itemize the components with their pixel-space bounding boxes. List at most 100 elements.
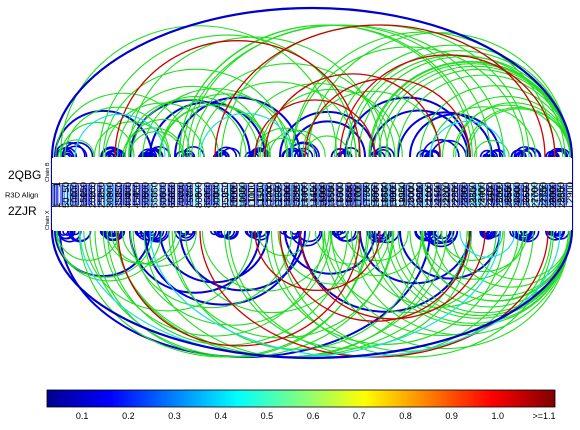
long-range-arc xyxy=(399,230,501,280)
tick-label: 150 xyxy=(79,192,90,208)
tick-label: 1350 xyxy=(291,182,302,203)
long-range-arc xyxy=(330,230,552,337)
long-range-arc xyxy=(102,230,325,337)
alignment-lines xyxy=(52,184,568,206)
helix-arc xyxy=(143,147,164,158)
long-range-arc xyxy=(191,63,389,158)
tick-label: 1200 xyxy=(264,182,275,203)
long-range-arc xyxy=(54,110,153,158)
long-range-arc xyxy=(253,127,316,158)
tick-label: 1200 xyxy=(265,187,276,208)
long-range-arc xyxy=(129,230,293,309)
tick-label: 2700 xyxy=(530,187,541,208)
tick-label: 2450 xyxy=(485,182,496,203)
top-arcs xyxy=(54,24,571,158)
long-range-arc xyxy=(299,230,471,313)
tick-label: 2800 xyxy=(548,187,559,208)
tick-label: 250 xyxy=(96,192,107,208)
tick-label: 1900 xyxy=(389,187,400,208)
tick-label: 2750 xyxy=(538,182,549,203)
tick-label: 650 xyxy=(167,182,178,198)
tick-label: 850 xyxy=(203,192,214,208)
long-range-arc xyxy=(74,113,166,158)
tick-label: 1600 xyxy=(336,187,347,208)
long-range-arc xyxy=(89,230,393,358)
tick-label: 1700 xyxy=(353,187,364,208)
tick-label: 2000 xyxy=(406,187,417,208)
tick-label: 50 xyxy=(61,182,72,193)
tick-label: 200 xyxy=(87,192,98,208)
long-range-arc xyxy=(121,230,197,267)
tick-label: 1650 xyxy=(344,182,355,203)
tick-label: 2000 xyxy=(406,182,417,203)
helix-arc xyxy=(520,147,541,158)
long-range-arc xyxy=(178,24,477,158)
helix-arc xyxy=(545,150,559,158)
tick-label: 400 xyxy=(123,182,134,198)
tick-label: 2300 xyxy=(459,182,470,203)
tick-label: 2250 xyxy=(450,182,461,203)
chain-label-bottom: Chain X xyxy=(45,210,51,230)
long-range-arc xyxy=(429,106,537,158)
tick-label: 1700 xyxy=(353,182,364,203)
tick-label: 1250 xyxy=(273,187,284,208)
helix-arc xyxy=(517,150,533,158)
colorbar-label: 1.0 xyxy=(492,411,505,421)
tick-label: 550 xyxy=(149,192,160,208)
helix-arc xyxy=(290,230,323,247)
tick-label: 1100 xyxy=(247,182,258,202)
helix-arc xyxy=(290,230,299,235)
colorbar-label: >=1.1 xyxy=(532,411,555,421)
tick-label: 500 xyxy=(141,192,152,208)
tick-label: 1350 xyxy=(291,187,302,208)
long-range-arc xyxy=(149,101,266,158)
tick-label: 650 xyxy=(167,192,178,208)
tick-label: 700 xyxy=(176,192,187,208)
tick-label: 2850 xyxy=(556,182,567,203)
tick-label: 800 xyxy=(194,182,205,198)
tick-label: 1300 xyxy=(282,187,293,208)
long-range-arc xyxy=(184,230,358,314)
tick-label: 250 xyxy=(96,182,107,198)
long-range-arc xyxy=(339,54,556,158)
long-range-arc xyxy=(302,90,442,158)
long-range-arc xyxy=(124,99,247,158)
helix-arc xyxy=(215,146,238,158)
long-range-arc xyxy=(369,109,469,158)
long-range-arc xyxy=(83,230,253,312)
helix-arc xyxy=(513,146,537,158)
tick-label: 1650 xyxy=(344,187,355,208)
tick-label: 2250 xyxy=(451,187,462,208)
helix-arc xyxy=(279,230,288,235)
colorbar-label: 0.5 xyxy=(261,411,274,421)
colorbar-labels: 0.1 0.2 0.3 0.4 0.5 0.6 0.7 0.8 0.9 1.0 >=1.1 xyxy=(76,411,556,421)
long-range-arc xyxy=(419,85,571,158)
long-range-arc xyxy=(396,74,571,158)
helix-arc xyxy=(220,147,241,158)
tick-label: 550 xyxy=(149,182,160,198)
long-range-arc xyxy=(455,102,571,158)
long-range-arc xyxy=(304,135,350,158)
tick-label: 1950 xyxy=(398,187,409,208)
tick-label: 800 xyxy=(194,192,205,208)
long-range-arc xyxy=(129,230,261,294)
tick-label: 1850 xyxy=(380,187,391,208)
tick-label: 200 xyxy=(87,182,98,198)
long-range-arc xyxy=(106,230,177,265)
tick-label: 1800 xyxy=(370,182,381,203)
tick-label: 1750 xyxy=(362,182,373,203)
tick-label: 2150 xyxy=(433,187,444,208)
long-range-arc xyxy=(171,230,422,350)
helix-arc xyxy=(424,154,431,158)
long-range-arc xyxy=(262,137,304,158)
bottom-tick-labels: 1501001502002503003504004505005506006507… xyxy=(52,187,568,208)
tick-label: 1150 xyxy=(256,188,267,208)
tick-label: 2450 xyxy=(486,187,497,208)
tick-label: 1600 xyxy=(335,182,346,203)
long-range-arc xyxy=(104,102,220,158)
tick-label: 1050 xyxy=(238,187,249,208)
helix-arc xyxy=(371,230,390,240)
helix-arc xyxy=(482,153,490,158)
long-range-arc xyxy=(102,68,289,158)
tick-label: 850 xyxy=(202,182,213,198)
